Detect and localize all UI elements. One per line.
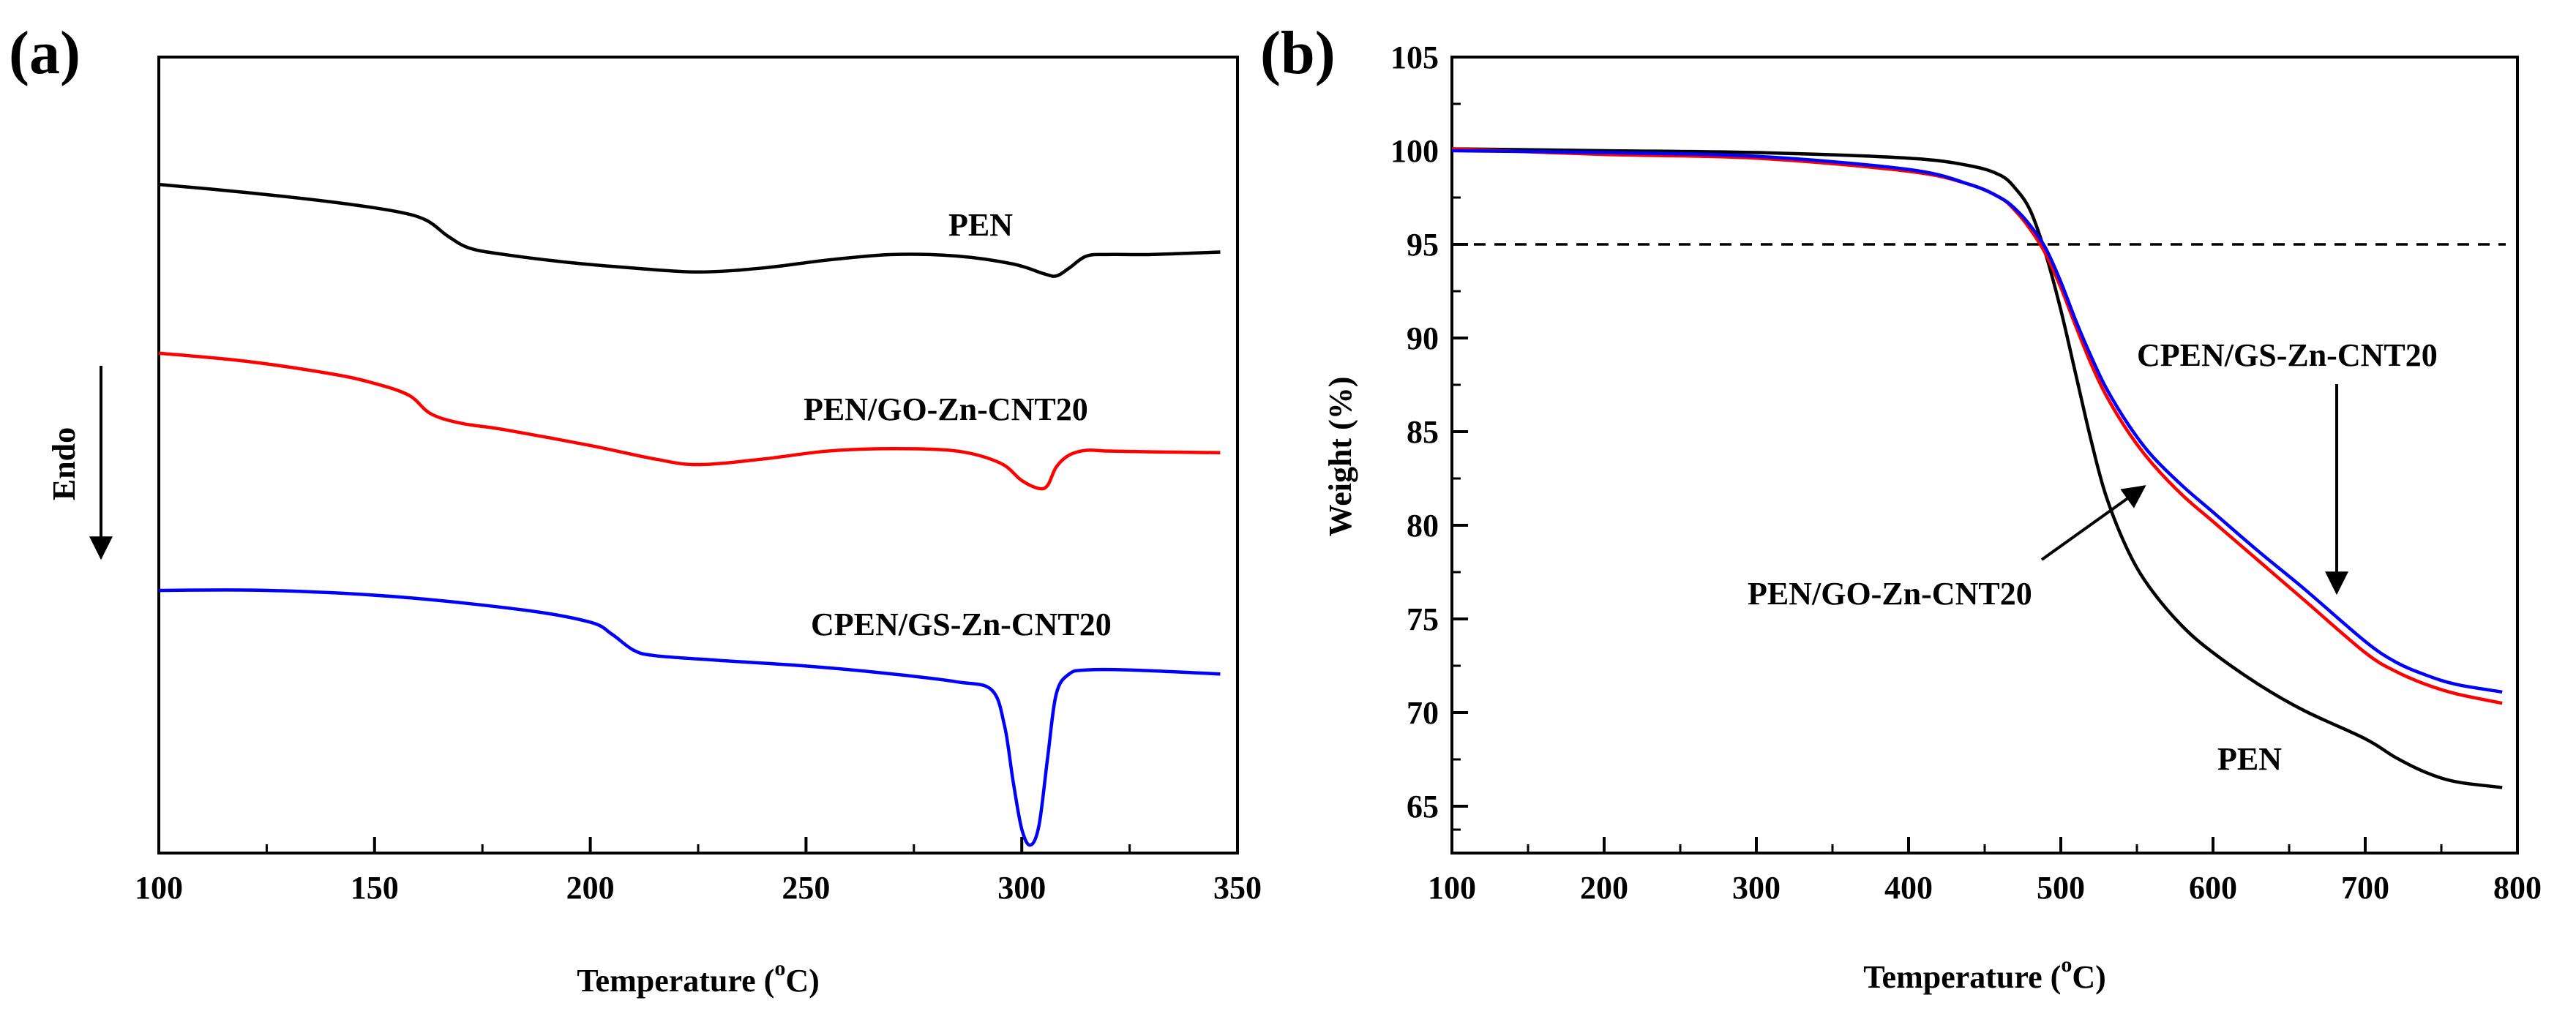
panel-b: (b) 100 200 300 400 500 600 700 800 65 70 75 80 85 90… — [1260, 19, 2542, 995]
xlabel-b-text: Temperature ( — [1863, 959, 2061, 995]
y-tick-label-b: 90 — [1407, 320, 1439, 356]
annotation-a-pen-go-zn-cnt20: PEN/GO-Zn-CNT20 — [804, 391, 1088, 427]
panel-b-ylabel: Weight (%) — [1322, 377, 1358, 537]
x-tick-label-a: 300 — [997, 870, 1046, 906]
panel-a-x-ticks: 100 150 200 250 300 350 — [135, 837, 1262, 906]
annotation-b-cpen-gs-zn-cnt20: CPEN/GS-Zn-CNT20 — [2137, 337, 2438, 373]
y-tick-label-b: 80 — [1407, 508, 1439, 544]
panel-b-ticks: 100 200 300 400 500 600 700 800 65 70 75 80 85 90 95 10… — [1390, 40, 2542, 906]
series-a-cpen-gs-zn-cnt20 — [158, 588, 1221, 847]
x-tick-label-a: 200 — [566, 870, 615, 906]
y-tick-label-b: 105 — [1390, 40, 1439, 75]
panel-a-xlabel: Temperature (oC) — [577, 956, 820, 999]
panel-a-series — [158, 182, 1221, 847]
series-b-pen-go-zn-cnt20 — [1451, 147, 2503, 705]
x-tick-label-a: 150 — [351, 870, 399, 906]
series-b-pen — [1451, 147, 2503, 789]
series-b-cpen-gs-zn-cnt20 — [1451, 149, 2503, 694]
y-tick-label-b: 95 — [1407, 227, 1439, 263]
x-tick-label-a: 250 — [782, 870, 830, 906]
y-tick-label-b: 85 — [1407, 414, 1439, 450]
panel-a-label: (a) — [9, 19, 80, 87]
x-tick-label-a: 100 — [135, 870, 183, 906]
panel-b-series — [1451, 147, 2503, 789]
panel-b-label: (b) — [1260, 19, 1336, 87]
x-tick-label-b: 400 — [1884, 870, 1933, 906]
y-tick-label-b: 65 — [1407, 789, 1439, 825]
y-tick-label-b: 70 — [1407, 695, 1439, 731]
xlabel-b-unit: C) — [2072, 959, 2105, 995]
x-tick-label-b: 600 — [2189, 870, 2237, 906]
annotation-a-cpen-gs-zn-cnt20: CPEN/GS-Zn-CNT20 — [811, 606, 1112, 642]
x-tick-label-a: 350 — [1213, 870, 1262, 906]
panel-b-xlabel: Temperature (oC) — [1863, 953, 2106, 995]
panel-a: (a) 100 150 200 250 300 350 PEN PEN/GO-Zn-CNT… — [9, 19, 1262, 999]
x-tick-label-b: 200 — [1580, 870, 1628, 906]
x-tick-label-b: 700 — [2341, 870, 2389, 906]
panel-a-ylabel: Endo — [46, 427, 82, 500]
x-tick-label-b: 800 — [2493, 870, 2542, 906]
y-tick-label-b: 100 — [1390, 133, 1439, 169]
annotation-b-pen-go-zn-cnt20: PEN/GO-Zn-CNT20 — [1748, 576, 2032, 612]
xlabel-b-degree: o — [2061, 953, 2072, 977]
annotation-b-pen: PEN — [2217, 741, 2282, 777]
series-a-pen — [158, 182, 1221, 278]
xlabel-a-degree: o — [774, 956, 785, 980]
xlabel-a-text: Temperature ( — [577, 963, 774, 999]
x-tick-label-b: 500 — [2037, 870, 2085, 906]
x-tick-label-b: 100 — [1428, 870, 1476, 906]
y-tick-label-b: 75 — [1407, 601, 1439, 637]
arrow-b-pen-go — [2040, 485, 2146, 561]
panel-a-frame — [157, 56, 1239, 855]
series-a-pen-go-zn-cnt20 — [158, 351, 1221, 491]
xlabel-a-unit: C) — [785, 963, 819, 999]
annotation-a-pen: PEN — [948, 207, 1013, 243]
x-tick-label-b: 300 — [1732, 870, 1781, 906]
